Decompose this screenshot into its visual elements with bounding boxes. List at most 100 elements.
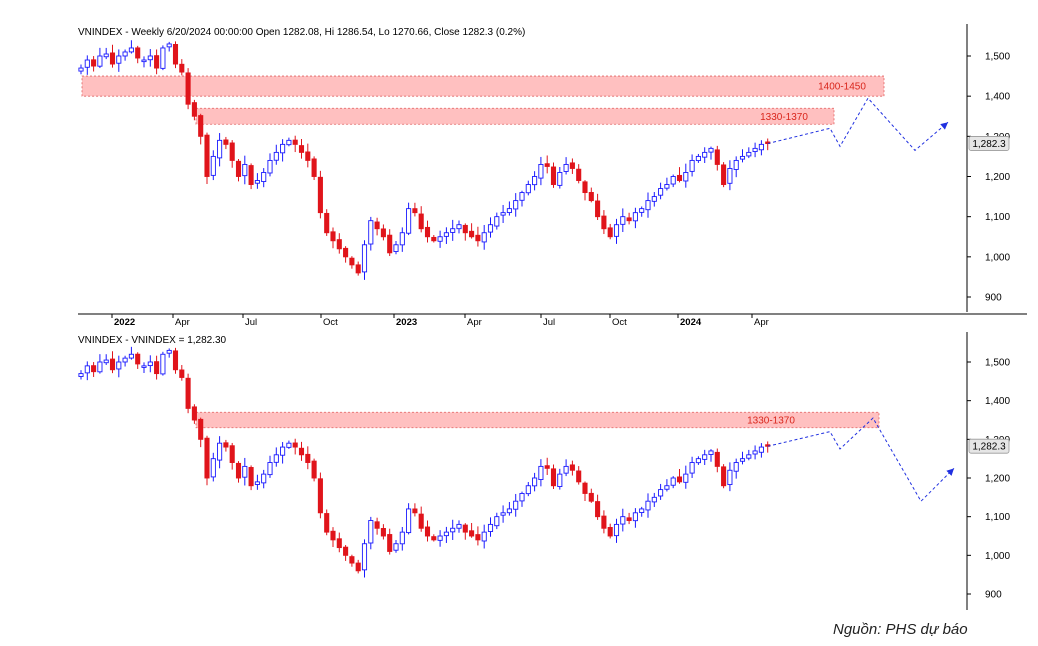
- candle-up: [361, 543, 368, 571]
- x-tick-label: Oct: [323, 317, 338, 328]
- candle-up: [122, 357, 128, 363]
- candle-up: [399, 531, 405, 545]
- candle-up: [519, 493, 525, 502]
- candle-up: [78, 373, 84, 377]
- candle-up: [746, 151, 752, 157]
- candle-down: [204, 134, 210, 177]
- candle-down: [475, 234, 481, 242]
- candle-up: [456, 224, 462, 230]
- y-tick-label: 900: [985, 293, 1002, 304]
- candle-up: [645, 200, 651, 211]
- candle-up: [450, 228, 456, 233]
- candle-up: [280, 143, 286, 154]
- x-tick-label: Jul: [245, 317, 257, 328]
- forecast-path: [767, 417, 955, 503]
- candle-up: [103, 53, 109, 58]
- candle-up: [361, 244, 368, 273]
- candle-down: [431, 236, 437, 242]
- y-tick-label: 1,200: [985, 172, 1010, 183]
- source-note: Nguồn: PHS dự báo: [833, 621, 968, 638]
- candle-up: [393, 244, 399, 252]
- candle-up: [84, 59, 90, 68]
- panel-title: VNINDEX - Weekly 6/20/2024 00:00:00 Open…: [78, 27, 525, 38]
- candle-down: [355, 264, 361, 274]
- resistance-zones: 1400-1450 1330-1370: [81, 75, 885, 125]
- candle-down: [248, 467, 254, 487]
- candle-up: [437, 535, 443, 541]
- candle-down: [544, 465, 550, 469]
- candle-down: [235, 160, 242, 177]
- candle-up: [702, 151, 708, 158]
- candle-up: [513, 200, 519, 210]
- candle-up: [620, 216, 626, 225]
- candle-down: [109, 358, 116, 371]
- candle-up: [456, 523, 462, 529]
- candle-down: [469, 230, 475, 238]
- candle-down: [204, 437, 210, 479]
- y-tick-label: 1,400: [985, 396, 1010, 407]
- y-tick-label: 900: [985, 590, 1002, 601]
- candle-up: [286, 139, 292, 146]
- x-tick-label: Oct: [612, 317, 627, 328]
- candle-down: [412, 508, 418, 514]
- candle-down: [374, 521, 380, 529]
- candle-down: [721, 164, 727, 185]
- candle-down: [424, 526, 431, 537]
- candle-down: [305, 151, 311, 161]
- x-tick-label: Apr: [754, 317, 769, 328]
- candle-down: [330, 231, 336, 242]
- candles: [78, 346, 771, 578]
- candles: [78, 40, 771, 280]
- candle-down: [721, 466, 727, 487]
- candle-up: [368, 520, 374, 544]
- candle-up: [84, 365, 90, 374]
- candle-up: [261, 473, 267, 484]
- y-tick-label: 1,100: [985, 212, 1010, 223]
- candle-up: [752, 147, 758, 153]
- candle-down: [349, 556, 355, 564]
- candle-down: [475, 534, 481, 541]
- candle-up: [733, 462, 739, 472]
- candle-down: [330, 530, 336, 541]
- y-tick-label: 1,500: [985, 52, 1010, 63]
- candle-up: [525, 485, 531, 495]
- x-tick-label: Jul: [543, 317, 555, 328]
- panel-weekly-top: VNINDEX - Weekly 6/20/2024 00:00:00 Open…: [78, 24, 1027, 328]
- candle-down: [676, 174, 683, 181]
- candle-up: [708, 450, 714, 455]
- candle-down: [135, 47, 141, 59]
- candle-up: [525, 184, 531, 194]
- candle-down: [292, 139, 298, 145]
- candle-up: [210, 458, 216, 478]
- candle-up: [147, 55, 153, 61]
- candle-down: [601, 215, 607, 230]
- candle-up: [273, 454, 279, 463]
- forecast-line: [767, 417, 955, 503]
- candle-down: [298, 447, 305, 456]
- candle-up: [727, 469, 733, 486]
- candle-down: [569, 464, 575, 471]
- candle-up: [78, 67, 84, 72]
- candle-down: [191, 102, 197, 117]
- candle-down: [462, 524, 468, 533]
- y-tick-label: 1,400: [985, 92, 1010, 103]
- zone-label: 1400-1450: [818, 82, 866, 93]
- candle-down: [324, 513, 330, 533]
- x-tick-label: Apr: [467, 317, 482, 328]
- candle-up: [758, 446, 764, 453]
- candle-up: [487, 523, 494, 532]
- candle-up: [758, 143, 764, 151]
- candle-up: [532, 477, 538, 487]
- candle-down: [135, 353, 141, 365]
- candle-down: [424, 226, 431, 238]
- candle-up: [286, 442, 292, 448]
- candle-down: [91, 59, 97, 67]
- candle-up: [273, 151, 279, 161]
- candle-up: [103, 359, 109, 364]
- candle-up: [500, 512, 506, 516]
- candle-down: [349, 257, 355, 266]
- candle-up: [500, 212, 506, 216]
- panel-title: VNINDEX - VNINDEX = 1,282.30: [78, 335, 227, 346]
- candle-down: [317, 176, 323, 214]
- candle-down: [676, 476, 683, 483]
